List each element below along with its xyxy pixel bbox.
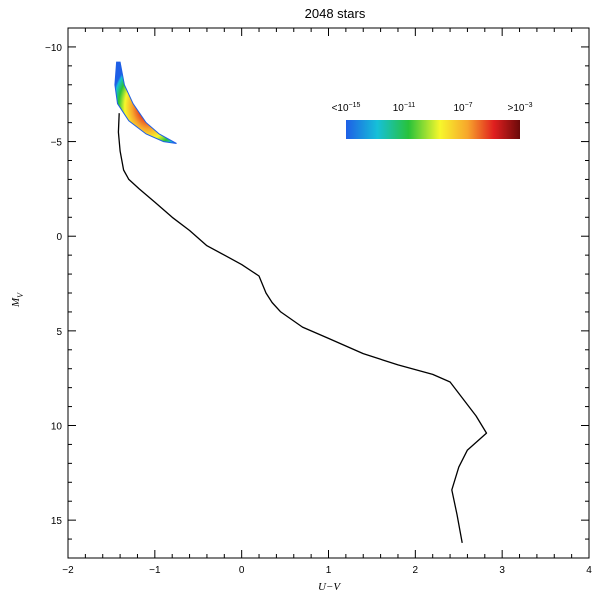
y-tick-label: 5: [56, 327, 62, 338]
colorbar: <10−15 10−11 10−7 >10−3: [332, 102, 533, 139]
y-axis-label-sub: V: [16, 292, 25, 298]
x-tick-label: −2: [62, 565, 74, 576]
density-shape: [114, 61, 177, 144]
series-line-0: [117, 113, 488, 544]
x-tick-label: 0: [239, 565, 245, 576]
y-tick-label: 10: [51, 422, 63, 433]
colorbar-label-min: <10−15: [332, 102, 361, 114]
y-tick-label: −10: [45, 43, 62, 54]
colorbar-label-max: >10−3: [508, 102, 533, 114]
x-tick-label: 4: [586, 565, 592, 576]
series-layer: [117, 113, 488, 544]
colorbar-label-3: 10−7: [453, 102, 472, 114]
colorbar-label-2: 10−11: [393, 102, 416, 114]
density-region: [114, 61, 177, 144]
x-tick-label: 1: [326, 565, 332, 576]
colorbar-gradient: [346, 120, 520, 139]
y-axis-label: MV: [10, 292, 25, 308]
x-tick-label: −1: [149, 565, 161, 576]
x-tick-label: 3: [499, 565, 505, 576]
y-axis-label-main: M: [10, 297, 22, 308]
svg-text:MV: MV: [10, 292, 25, 308]
y-tick-label: −5: [51, 138, 63, 149]
x-tick-label: 2: [413, 565, 419, 576]
y-tick-label: 15: [51, 516, 63, 527]
chart-title: 2048 stars: [305, 6, 366, 21]
y-tick-label: 0: [56, 232, 62, 243]
x-axis-label: U−V: [318, 581, 341, 593]
